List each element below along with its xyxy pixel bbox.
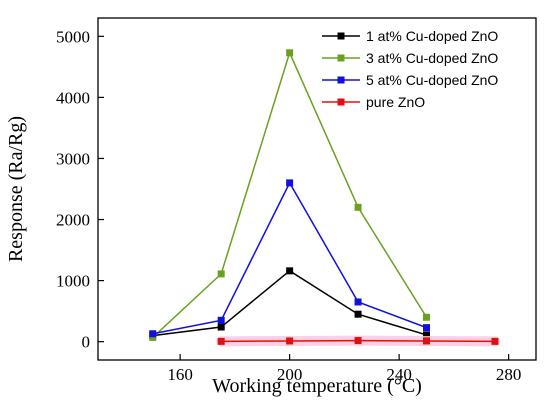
data-point-1-at-cu-doped-zno (286, 267, 294, 275)
data-point-1-at-cu-doped-zno (217, 323, 225, 331)
legend-label: 1 at% Cu-doped ZnO (366, 28, 498, 44)
data-point-pure-zno (423, 337, 430, 345)
data-point-pure-zno (286, 337, 294, 345)
plot-frame (97, 17, 537, 361)
y-tick-label: 1000 (56, 272, 90, 291)
legend-item-3-at-cu-doped-zno: 3 at% Cu-doped ZnO (322, 50, 498, 66)
y-axis-title: Response (Ra/Rg) (5, 116, 27, 262)
data-point-3-at-cu-doped-zno (354, 203, 362, 211)
legend-item-pure-zno: pure ZnO (322, 94, 425, 110)
data-point-pure-zno (217, 337, 225, 345)
data-point-pure-zno (491, 337, 499, 345)
data-point-1-at-cu-doped-zno (423, 331, 430, 339)
data-point-5-at-cu-doped-zno (149, 330, 157, 338)
x-tick-label: 160 (167, 365, 193, 384)
y-tick-label: 5000 (56, 27, 90, 46)
y-tick-label: 3000 (56, 149, 90, 168)
data-point-1-at-cu-doped-zno (354, 310, 362, 318)
legend-label: 3 at% Cu-doped ZnO (366, 50, 498, 66)
data-point-5-at-cu-doped-zno (217, 316, 225, 324)
legend-marker (337, 76, 345, 84)
data-point-5-at-cu-doped-zno (354, 298, 362, 306)
legend-item-1-at-cu-doped-zno: 1 at% Cu-doped ZnO (322, 28, 498, 44)
legend-marker (337, 54, 345, 62)
data-point-3-at-cu-doped-zno (423, 313, 430, 321)
legend-label: pure ZnO (366, 94, 425, 110)
series-line-5-at-cu-doped-zno (152, 181, 427, 335)
data-point-3-at-cu-doped-zno (217, 270, 225, 278)
legend-item-5-at-cu-doped-zno: 5 at% Cu-doped ZnO (322, 72, 498, 88)
y-tick-label: 4000 (56, 88, 90, 107)
x-tick-label: 200 (277, 365, 303, 384)
data-point-3-at-cu-doped-zno (286, 49, 294, 57)
legend-label: 5 at% Cu-doped ZnO (366, 72, 498, 88)
legend-marker (337, 32, 345, 40)
legend-marker (337, 98, 345, 106)
x-axis-title: Working temperature (°C) (212, 375, 422, 397)
data-point-3-at-cu-doped-zno (149, 333, 157, 341)
data-point-5-at-cu-doped-zno (423, 324, 430, 332)
x-tick-label: 240 (386, 365, 412, 384)
data-point-pure-zno (354, 337, 362, 345)
y-tick-label: 2000 (56, 211, 90, 230)
data-point-5-at-cu-doped-zno (286, 179, 294, 187)
x-tick-label: 280 (496, 365, 522, 384)
y-tick-label: 0 (82, 333, 91, 352)
